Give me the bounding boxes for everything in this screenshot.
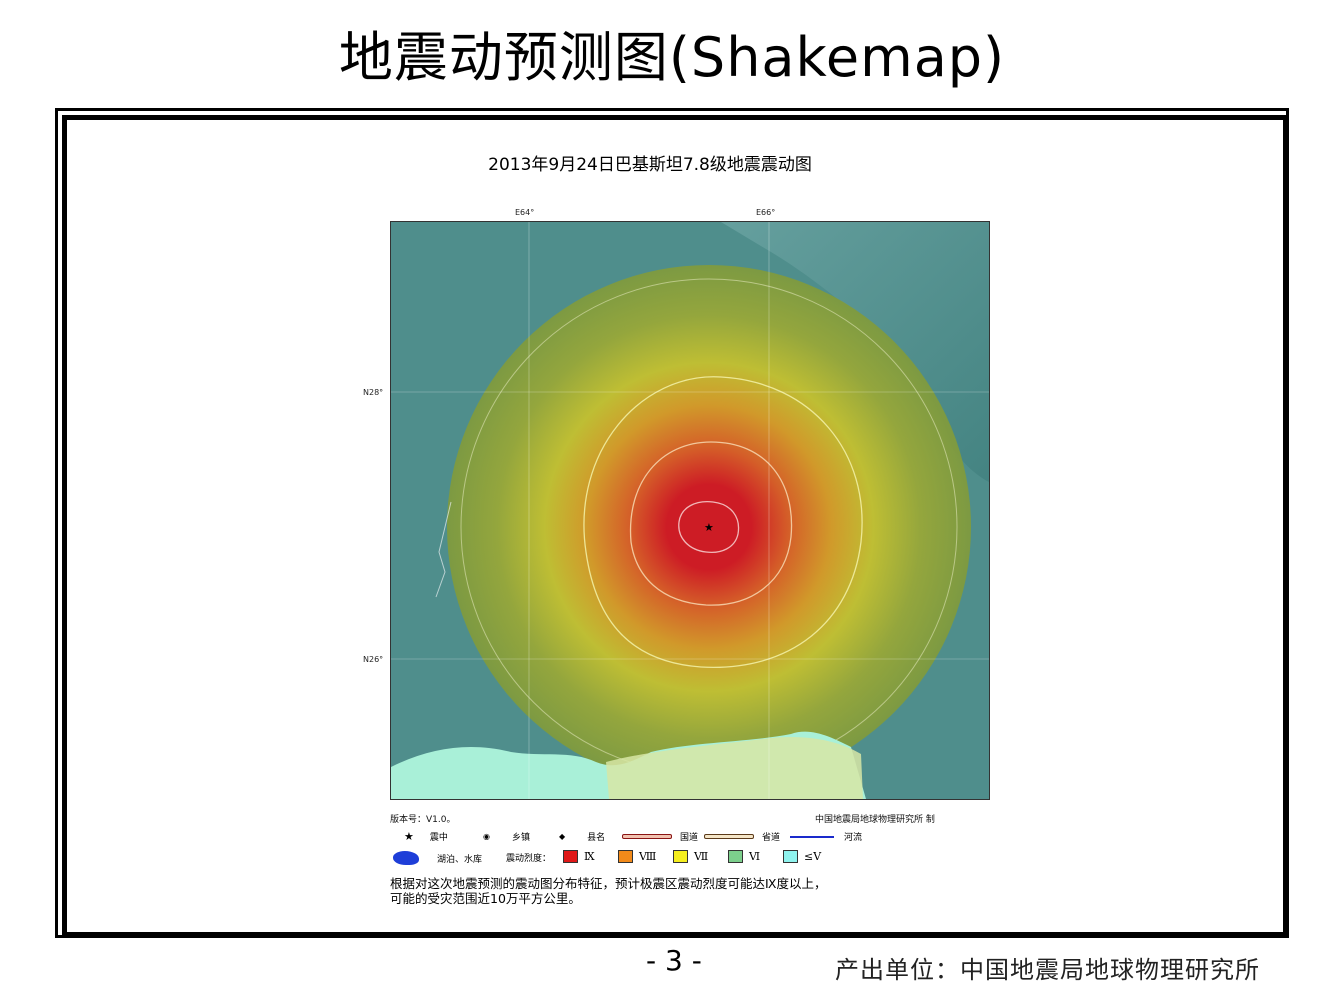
legend-epicenter-label: 震中 (429, 833, 448, 843)
legend-river-label: 河流 (844, 833, 863, 843)
intensity-6-swatch (728, 850, 743, 863)
legend-intensity-7: Ⅶ (673, 850, 708, 863)
version-label: 版本号：V1.0。 (390, 815, 456, 825)
river-icon (790, 835, 834, 838)
intensity-6-label: Ⅵ (749, 850, 761, 863)
town-icon: ◉ (483, 832, 490, 841)
county-icon: ◆ (559, 832, 566, 841)
intensity-5-label: ≤Ⅴ (804, 850, 822, 863)
legend-county: ◆ 县名 (559, 830, 605, 843)
page-number: - 3 - (646, 944, 702, 977)
inner-frame (62, 115, 1288, 937)
legend-lake-label: 湖泊、水库 (437, 854, 483, 865)
shake-intensity-field (447, 265, 971, 789)
producer-label: 产出单位：中国地震局地球物理研究所 (835, 956, 1260, 984)
national-road-icon (622, 834, 672, 839)
map-canvas: ★ (391, 222, 989, 799)
legend-intensity-title: 震动烈度： (506, 851, 551, 864)
intensity-8-swatch (618, 850, 633, 863)
legend-intensity-8: Ⅷ (618, 850, 656, 863)
legend-intensity-label: 震动烈度： (506, 854, 552, 864)
map-title: 2013年9月24日巴基斯坦7.8级地震震动图 (488, 155, 812, 175)
intensity-9-label: Ⅸ (584, 850, 595, 863)
legend-national-road-label: 国道 (680, 833, 699, 843)
intensity-7-label: Ⅶ (694, 850, 709, 863)
maker-label: 中国地震局地球物理研究所 制 (815, 815, 935, 825)
star-icon: ★ (404, 830, 414, 843)
legend-town-label: 乡镇 (511, 833, 530, 843)
intensity-contour-7 (583, 376, 863, 668)
legend-provincial-road-label: 省道 (762, 833, 781, 843)
intensity-5-swatch (783, 850, 798, 863)
intensity-9-swatch (563, 850, 578, 863)
legend-river: 河流 (790, 830, 862, 843)
lon-label-e64: E64° (515, 208, 535, 217)
shakemap-map: ★ (390, 221, 990, 800)
legend-town: ◉ 乡镇 (483, 830, 530, 843)
legend-intensity-9: Ⅸ (563, 850, 595, 863)
legend-provincial-road: 省道 (704, 830, 780, 843)
provincial-road-icon (704, 834, 754, 839)
epicenter-marker: ★ (704, 521, 714, 534)
mountain-relief (721, 222, 989, 482)
legend-intensity-5: ≤Ⅴ (783, 850, 821, 863)
lake-icon (393, 851, 419, 865)
legend-lake: 湖泊、水库 (393, 851, 482, 865)
border-line (435, 501, 452, 598)
lon-label-e66: E66° (756, 208, 776, 217)
legend-national-road: 国道 (622, 830, 698, 843)
coast-shake-overlay (606, 736, 863, 799)
intensity-7-swatch (673, 850, 688, 863)
intensity-contour-8 (629, 441, 793, 606)
legend-intensity-6: Ⅵ (728, 850, 760, 863)
legend-county-label: 县名 (587, 833, 606, 843)
intensity-8-label: Ⅷ (639, 850, 657, 863)
legend-epicenter: ★ 震中 (404, 830, 448, 843)
lat-label-n26: N26° (363, 655, 384, 664)
lat-label-n28: N28° (363, 388, 384, 397)
note-line-2: 可能的受灾范围近10万平方公里。 (390, 891, 581, 906)
note-line-1: 根据对这次地震预测的震动图分布特征，预计极震区震动烈度可能达Ⅸ度以上， (390, 876, 827, 891)
intensity-contour-9 (678, 501, 740, 554)
map-note: 根据对这次地震预测的震动图分布特征，预计极震区震动烈度可能达Ⅸ度以上， 可能的受… (390, 876, 826, 906)
page-title: 地震动预测图(Shakemap) (338, 26, 1006, 89)
